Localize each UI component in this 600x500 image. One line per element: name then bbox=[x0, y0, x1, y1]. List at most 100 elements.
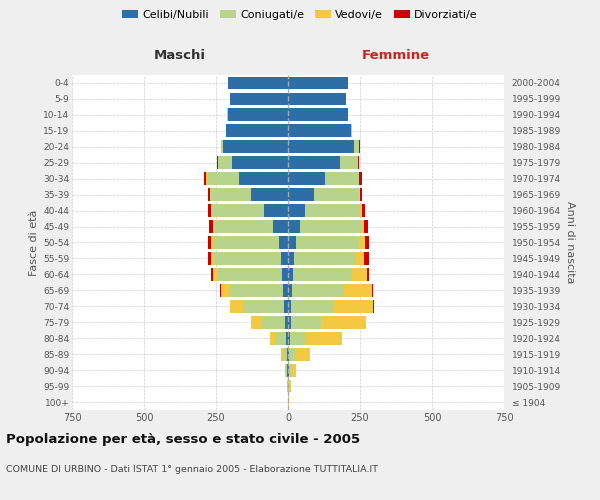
Bar bbox=[373, 300, 374, 312]
Bar bbox=[207, 172, 239, 185]
Bar bbox=[208, 236, 211, 249]
Bar bbox=[288, 220, 300, 233]
Bar bbox=[290, 332, 306, 344]
Bar bbox=[211, 268, 213, 281]
Bar bbox=[213, 268, 218, 281]
Bar bbox=[230, 284, 283, 296]
Bar bbox=[284, 348, 287, 360]
Bar bbox=[214, 220, 273, 233]
Legend: Celibi/Nubili, Coniugati/e, Vedovi/e, Divorziati/e: Celibi/Nubili, Coniugati/e, Vedovi/e, Di… bbox=[118, 6, 482, 25]
Bar bbox=[208, 252, 211, 265]
Bar bbox=[288, 332, 290, 344]
Bar bbox=[251, 188, 288, 201]
Bar bbox=[306, 332, 342, 344]
Bar bbox=[221, 284, 230, 296]
Bar bbox=[356, 252, 364, 265]
Bar bbox=[288, 268, 293, 281]
Bar bbox=[288, 188, 314, 201]
Bar bbox=[265, 204, 288, 217]
Bar bbox=[281, 252, 288, 265]
Bar bbox=[291, 364, 296, 376]
Bar bbox=[209, 220, 213, 233]
Bar bbox=[288, 140, 354, 153]
Bar bbox=[288, 204, 305, 217]
Bar bbox=[227, 108, 288, 122]
Bar bbox=[288, 172, 325, 185]
Bar bbox=[367, 268, 368, 281]
Bar bbox=[279, 236, 288, 249]
Bar bbox=[293, 268, 352, 281]
Bar bbox=[288, 76, 349, 90]
Bar bbox=[208, 188, 210, 201]
Bar bbox=[230, 92, 288, 106]
Bar bbox=[289, 348, 295, 360]
Bar bbox=[288, 124, 351, 137]
Bar bbox=[284, 300, 288, 312]
Bar bbox=[288, 156, 340, 169]
Bar bbox=[288, 252, 295, 265]
Bar bbox=[227, 76, 288, 90]
Bar bbox=[300, 220, 361, 233]
Bar bbox=[296, 236, 359, 249]
Text: Maschi: Maschi bbox=[154, 50, 206, 62]
Bar bbox=[223, 140, 288, 153]
Bar bbox=[285, 316, 288, 328]
Bar bbox=[364, 252, 369, 265]
Bar bbox=[359, 236, 365, 249]
Bar bbox=[244, 300, 284, 312]
Bar bbox=[288, 300, 292, 312]
Bar bbox=[288, 380, 289, 392]
Bar bbox=[205, 172, 206, 185]
Bar bbox=[273, 220, 288, 233]
Bar bbox=[344, 284, 371, 296]
Text: COMUNE DI URBINO - Dati ISTAT 1° gennaio 2005 - Elaborazione TUTTITALIA.IT: COMUNE DI URBINO - Dati ISTAT 1° gennaio… bbox=[6, 466, 378, 474]
Bar bbox=[270, 332, 275, 344]
Bar bbox=[211, 252, 214, 265]
Bar bbox=[288, 92, 346, 106]
Bar bbox=[371, 284, 373, 296]
Bar bbox=[287, 348, 288, 360]
Bar bbox=[251, 316, 260, 328]
Bar bbox=[288, 236, 296, 249]
Text: Popolazione per età, sesso e stato civile - 2005: Popolazione per età, sesso e stato civil… bbox=[6, 432, 360, 446]
Y-axis label: Anni di nascita: Anni di nascita bbox=[565, 201, 575, 284]
Bar bbox=[230, 300, 244, 312]
Bar bbox=[354, 140, 359, 153]
Bar bbox=[221, 140, 223, 153]
Bar bbox=[281, 348, 284, 360]
Bar bbox=[314, 188, 359, 201]
Bar bbox=[340, 156, 358, 169]
Bar bbox=[288, 108, 348, 122]
Text: Femmine: Femmine bbox=[362, 50, 430, 62]
Bar bbox=[281, 268, 288, 281]
Bar bbox=[365, 236, 368, 249]
Bar bbox=[226, 124, 288, 137]
Bar bbox=[359, 172, 362, 185]
Bar bbox=[361, 220, 364, 233]
Bar bbox=[286, 332, 288, 344]
Bar bbox=[239, 172, 288, 185]
Bar bbox=[275, 332, 286, 344]
Bar bbox=[211, 236, 213, 249]
Bar bbox=[334, 300, 373, 312]
Bar bbox=[321, 316, 366, 328]
Bar bbox=[286, 364, 287, 376]
Bar bbox=[362, 204, 365, 217]
Bar bbox=[283, 284, 288, 296]
Bar bbox=[295, 252, 356, 265]
Bar bbox=[325, 172, 359, 185]
Bar bbox=[214, 252, 281, 265]
Bar bbox=[360, 204, 362, 217]
Bar bbox=[351, 124, 352, 137]
Bar bbox=[295, 348, 310, 360]
Bar bbox=[212, 204, 265, 217]
Bar bbox=[359, 188, 360, 201]
Bar bbox=[364, 220, 368, 233]
Bar bbox=[292, 300, 334, 312]
Bar bbox=[213, 236, 279, 249]
Bar bbox=[208, 204, 211, 217]
Bar bbox=[305, 204, 360, 217]
Bar bbox=[218, 156, 232, 169]
Bar bbox=[260, 316, 285, 328]
Bar bbox=[210, 188, 251, 201]
